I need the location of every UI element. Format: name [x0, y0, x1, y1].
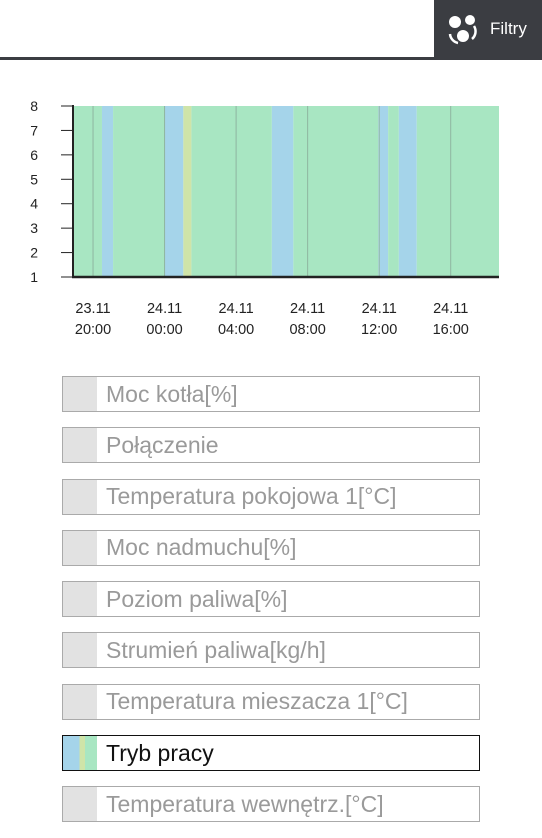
- x-tick-date: 24.11: [147, 301, 182, 317]
- y-tick-label: 3: [30, 220, 38, 236]
- axes: [72, 105, 499, 279]
- x-tick-date: 23.11: [75, 301, 110, 317]
- legend-swatch: [63, 684, 97, 719]
- mode-segment-green: [191, 106, 272, 277]
- filter-icon: [448, 15, 477, 45]
- mode-segment-green: [73, 106, 102, 277]
- x-tick-time: 20:00: [75, 322, 111, 338]
- mode-segment-green: [293, 106, 379, 277]
- x-tick-time: 04:00: [218, 322, 254, 338]
- legend-item[interactable]: Temperatura mieszacza 1[°C]: [62, 683, 480, 720]
- legend-swatch: [63, 530, 97, 565]
- mode-segment-green: [113, 106, 165, 277]
- y-tick-label: 8: [30, 98, 38, 114]
- legend-item[interactable]: Poziom paliwa[%]: [62, 581, 480, 618]
- legend-item[interactable]: Temperatura pokojowa 1[°C]: [62, 478, 480, 515]
- top-bar: Filtry: [0, 0, 542, 60]
- legend-item[interactable]: Strumień paliwa[kg/h]: [62, 632, 480, 669]
- x-tick-time: 12:00: [361, 322, 397, 338]
- legend-swatch: [63, 428, 97, 463]
- legend-swatch: [63, 633, 97, 668]
- legend-item[interactable]: Moc nadmuchu[%]: [62, 529, 480, 566]
- x-tick-date: 24.11: [290, 301, 325, 317]
- legend-label: Poziom paliwa[%]: [106, 585, 288, 612]
- y-axis-ticks: 1 2 3 4 5 6 7 8: [30, 98, 73, 285]
- x-tick-time: 08:00: [289, 322, 325, 338]
- legend-label: Temperatura wewnętrz.[°C]: [106, 790, 384, 817]
- x-tick-time: 16:00: [433, 322, 469, 338]
- y-tick-label: 2: [30, 245, 38, 261]
- y-tick-label: 7: [30, 122, 38, 138]
- filters-label: Filtry: [490, 19, 527, 38]
- x-axis-ticks: 23.11 20:00 24.11 00:00 24.11 04:00 24.11 08:00…: [75, 301, 469, 338]
- legend-label: Moc kotła[%]: [106, 380, 238, 407]
- plot-area: [73, 106, 499, 277]
- legend-item[interactable]: Moc kotła[%]: [62, 376, 480, 412]
- grid-lines: [92, 106, 452, 277]
- legend-label: Temperatura mieszacza 1[°C]: [106, 688, 408, 715]
- legend-label: Połączenie: [106, 431, 219, 458]
- mode-segment-blue: [164, 106, 184, 277]
- mode-segment-yellow: [183, 106, 192, 277]
- mode-segment-green: [416, 106, 499, 277]
- legend-label: Strumień paliwa[kg/h]: [106, 636, 326, 663]
- series-legend: Moc kotła[%] Połączenie Temperatura pokojo…: [62, 376, 480, 838]
- legend-swatch: [63, 582, 97, 617]
- legend-label: Temperatura pokojowa 1[°C]: [106, 483, 397, 510]
- y-tick-label: 5: [30, 171, 38, 187]
- filters-button[interactable]: Filtry: [434, 0, 542, 58]
- legend-item[interactable]: Połączenie: [62, 427, 480, 464]
- legend-label: Moc nadmuchu[%]: [106, 534, 297, 561]
- legend-item[interactable]: Tryb pracy: [62, 735, 480, 772]
- y-tick-label: 1: [30, 269, 38, 285]
- x-tick-date: 24.11: [433, 301, 468, 317]
- x-tick-time: 00:00: [146, 322, 182, 338]
- legend-label: Tryb pracy: [106, 739, 214, 766]
- y-tick-label: 6: [30, 147, 38, 163]
- mode-segment-blue: [101, 106, 114, 277]
- legend-swatch: [63, 787, 97, 822]
- legend-swatch: [63, 377, 97, 411]
- x-tick-date: 24.11: [218, 301, 253, 317]
- mode-segment-blue: [378, 106, 389, 277]
- mode-segment-green: [388, 106, 399, 277]
- x-tick-date: 24.11: [362, 301, 397, 317]
- legend-swatch: [63, 736, 97, 771]
- legend-swatch: [63, 479, 97, 514]
- mode-segment-blue: [271, 106, 294, 277]
- legend-item[interactable]: Temperatura wewnętrz.[°C]: [62, 786, 480, 823]
- y-tick-label: 4: [30, 196, 38, 212]
- mode-segment-blue: [398, 106, 417, 277]
